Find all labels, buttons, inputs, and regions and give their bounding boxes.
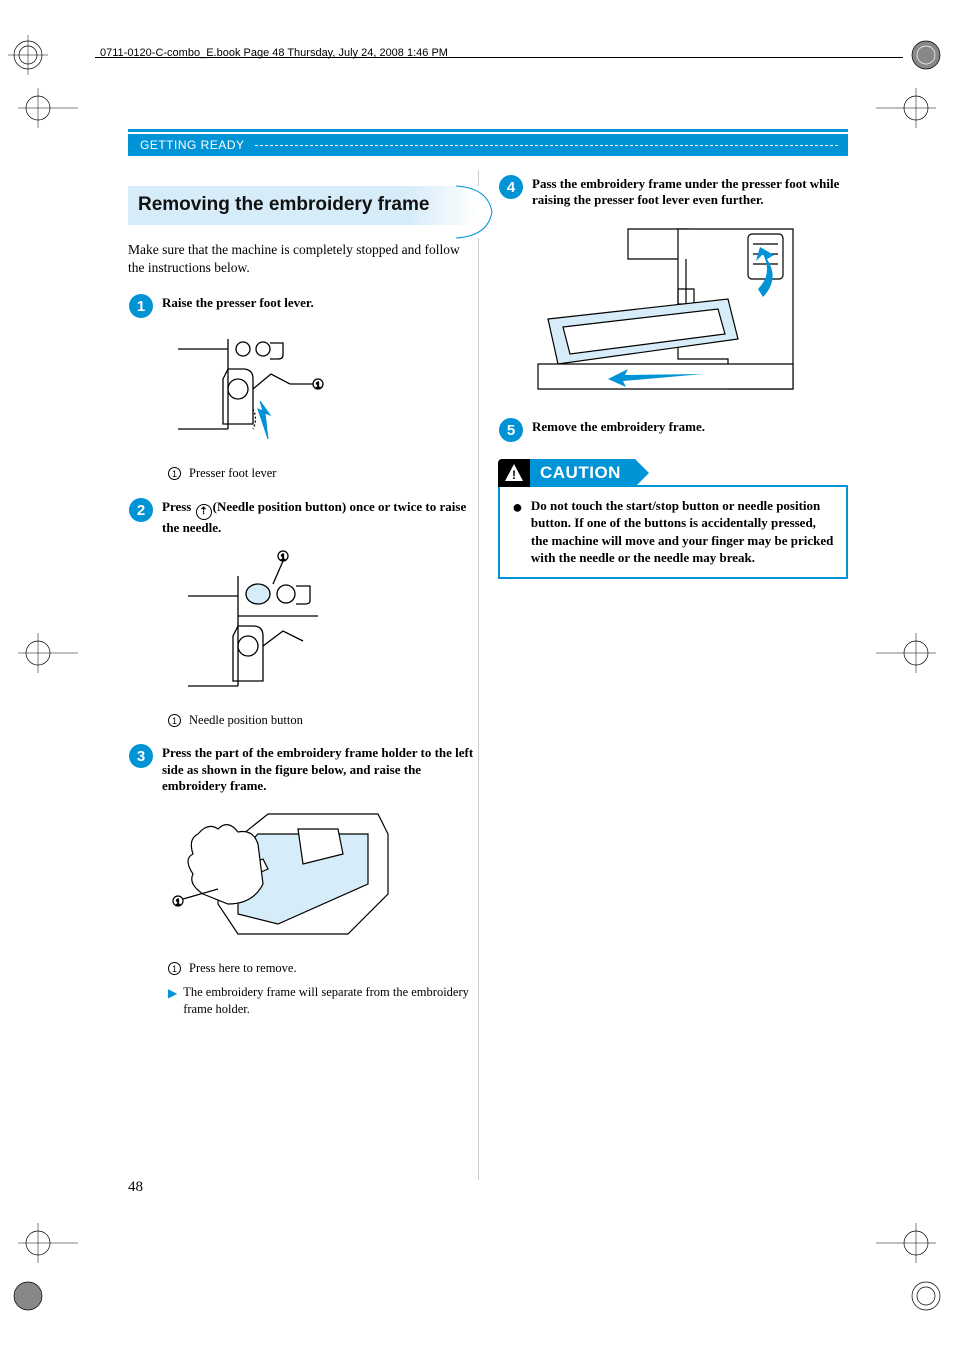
step-badge-3-icon: 3 bbox=[128, 743, 154, 769]
running-header: 0711-0120-C-combo_E.book Page 48 Thursda… bbox=[100, 47, 448, 59]
callout-number: 1 bbox=[168, 714, 181, 727]
page: 0711-0120-C-combo_E.book Page 48 Thursda… bbox=[0, 0, 954, 1351]
regmark-mid-left bbox=[18, 633, 78, 673]
content-columns: Removing the embroidery frame Make sure … bbox=[128, 170, 848, 1033]
heading-title: Removing the embroidery frame bbox=[138, 194, 464, 217]
svg-text:4: 4 bbox=[507, 179, 516, 196]
step-1-callouts: 1 Presser foot lever bbox=[168, 465, 478, 483]
subsection-heading: Removing the embroidery frame bbox=[128, 186, 478, 225]
step-3-note: ▶ The embroidery frame will separate fro… bbox=[168, 984, 478, 1019]
caution-body: ● Do not touch the start/stop button or … bbox=[498, 485, 848, 579]
svg-text:1: 1 bbox=[281, 553, 286, 562]
callout-label: Press here to remove. bbox=[189, 960, 297, 978]
regmark-side-right bbox=[876, 88, 936, 128]
svg-text:5: 5 bbox=[507, 422, 515, 439]
callout-item: 1 Presser foot lever bbox=[168, 465, 478, 483]
step-badge-2-icon: 2 bbox=[128, 497, 154, 523]
step-4-text: Pass the embroidery frame under the pres… bbox=[532, 174, 848, 209]
callout-number: 1 bbox=[168, 467, 181, 480]
step-3: 3 Press the part of the embroidery frame… bbox=[128, 743, 478, 794]
caution-label: CAUTION bbox=[530, 459, 635, 487]
step-4: 4 Pass the embroidery frame under the pr… bbox=[498, 174, 848, 209]
caution-item: ● Do not touch the start/stop button or … bbox=[512, 497, 834, 567]
svg-text:2: 2 bbox=[137, 502, 145, 519]
step-badge-5-icon: 5 bbox=[498, 417, 524, 443]
caution-arrow-icon bbox=[635, 459, 649, 487]
svg-text:1: 1 bbox=[316, 381, 321, 390]
section-label: GETTING READY bbox=[128, 138, 245, 152]
step-badge-1-icon: 1 bbox=[128, 293, 154, 319]
callout-label: Presser foot lever bbox=[189, 465, 276, 483]
callout-number: 1 bbox=[168, 962, 181, 975]
callout-label: Needle position button bbox=[189, 712, 303, 730]
callout-item: 1 Needle position button bbox=[168, 712, 478, 730]
regmark-bot-side-right bbox=[876, 1223, 936, 1263]
step-2-text: Press ⇡(Needle position button) once or … bbox=[162, 497, 478, 536]
svg-text:1: 1 bbox=[137, 298, 145, 315]
regmark-top-left bbox=[8, 35, 68, 95]
left-column: Removing the embroidery frame Make sure … bbox=[128, 170, 478, 1033]
page-number: 48 bbox=[128, 1179, 143, 1196]
bullet-icon: ● bbox=[512, 498, 523, 567]
caution-box: ! CAUTION ● Do not touch the start/stop … bbox=[498, 459, 848, 579]
section-header: GETTING READY bbox=[128, 129, 848, 156]
step-3-text: Press the part of the embroidery frame h… bbox=[162, 743, 478, 794]
figure-step-2: 1 bbox=[168, 546, 478, 706]
step-5: 5 Remove the embroidery frame. bbox=[498, 417, 848, 443]
regmark-top-right bbox=[906, 35, 946, 75]
regmark-bot-side-left bbox=[18, 1223, 78, 1263]
step-2: 2 Press ⇡(Needle position button) once o… bbox=[128, 497, 478, 536]
callout-item: 1 Press here to remove. bbox=[168, 960, 478, 978]
step-2-callouts: 1 Needle position button bbox=[168, 712, 478, 730]
note-arrow-icon: ▶ bbox=[168, 985, 177, 1002]
figure-step-4 bbox=[528, 219, 848, 399]
step-5-text: Remove the embroidery frame. bbox=[532, 417, 705, 435]
step-1: 1 Raise the presser foot lever. bbox=[128, 293, 478, 319]
step-3-callouts: 1 Press here to remove. bbox=[168, 960, 478, 978]
needle-position-button-icon: ⇡ bbox=[196, 504, 212, 520]
step-badge-4-icon: 4 bbox=[498, 174, 524, 200]
figure-step-3: 1 bbox=[168, 804, 478, 954]
svg-text:3: 3 bbox=[137, 748, 145, 765]
svg-text:!: ! bbox=[512, 468, 516, 482]
note-text: The embroidery frame will separate from … bbox=[183, 984, 478, 1019]
caution-text: Do not touch the start/stop button or ne… bbox=[531, 497, 834, 567]
regmark-side-left bbox=[18, 88, 78, 128]
caution-icon: ! bbox=[498, 459, 530, 487]
regmark-bot-right bbox=[906, 1276, 946, 1316]
figure-step-1: 1 bbox=[168, 329, 478, 459]
right-column: 4 Pass the embroidery frame under the pr… bbox=[498, 170, 848, 1033]
step-1-text: Raise the presser foot lever. bbox=[162, 293, 314, 311]
regmark-bot-left bbox=[8, 1276, 48, 1316]
svg-text:1: 1 bbox=[176, 898, 181, 907]
heading-swoosh-icon bbox=[454, 182, 500, 242]
regmark-mid-right bbox=[876, 633, 936, 673]
intro-text: Make sure that the machine is completely… bbox=[128, 241, 478, 277]
